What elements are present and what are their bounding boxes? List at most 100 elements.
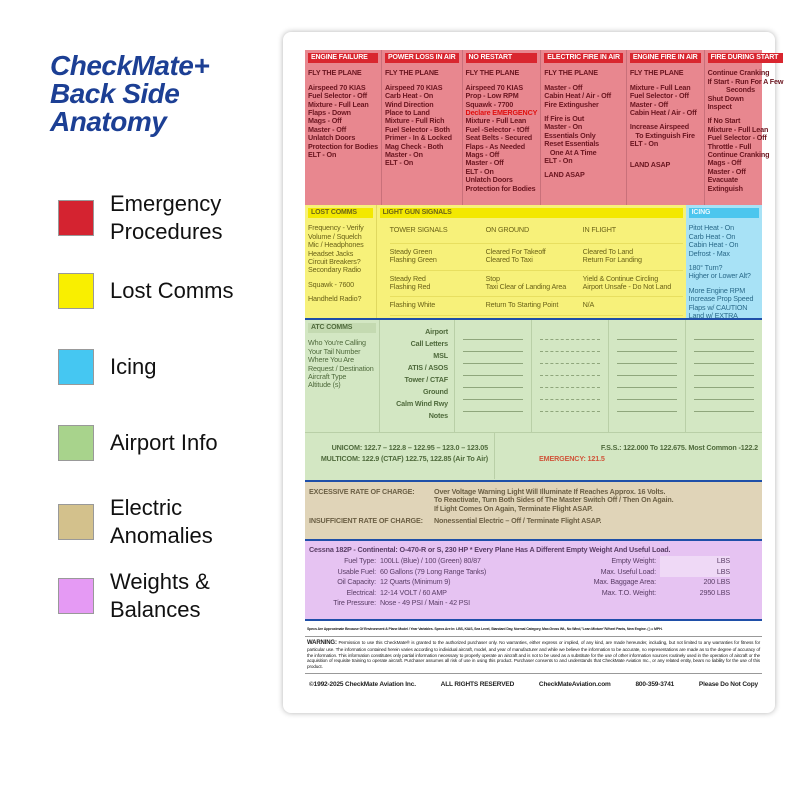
write-in-line	[694, 328, 754, 340]
write-in-line	[540, 328, 600, 340]
spec-label: Electrical:	[346, 587, 376, 597]
checklist-line: Defrost - Max	[688, 248, 730, 258]
legend-swatch	[58, 273, 94, 309]
spec-row: Fuel Type: 100LL (Blue) / 100 (Green) 80/…	[305, 556, 555, 567]
field-label: Airport	[425, 327, 448, 336]
checklist-line: Unlatch Doors	[465, 175, 513, 185]
section-header: NO RESTART	[465, 53, 538, 64]
section-header: LIGHT GUN SIGNALS	[379, 208, 683, 219]
checklist-line: Master - Off	[707, 166, 746, 176]
spec-value: 200 LBS	[703, 577, 730, 587]
checklist-line: FLY THE PLANE	[465, 68, 520, 78]
table-cell: Cleared To Land Return For Landing	[582, 244, 683, 271]
spec-row: Empty Weight: LBS	[555, 556, 730, 567]
write-in-line	[617, 328, 677, 340]
checklist-line: Master - On	[384, 150, 423, 160]
write-in-line	[540, 340, 600, 352]
spec-value: 60 Gallons (79 Long Range Tanks)	[380, 566, 487, 576]
write-in-line	[617, 352, 677, 364]
checklist-line: Mixture - Full Lean	[629, 82, 691, 92]
section-header: ELECTRIC FIRE IN AIR	[544, 53, 623, 64]
checklist-line: Airspeed 70 KIAS	[465, 82, 524, 92]
write-in-line	[463, 340, 523, 352]
write-in-line	[463, 376, 523, 388]
section-header: POWER LOSS IN AIR	[384, 53, 459, 64]
checklist-line: Evacuate	[707, 175, 739, 185]
fss-value: 122.000 To 122.675. Most Common -122.2	[623, 443, 758, 452]
atc-line: Who You're Calling	[308, 338, 366, 348]
footer-item: Please Do Not Copy	[698, 680, 758, 688]
emergency-procedures-section: ENGINE FAILURE FLY THE PLANE Airspeed 70 K…	[305, 50, 783, 205]
spec-row: Usable Fuel: 60 Gallons (79 Long Range Ta…	[305, 567, 555, 578]
spec-row: Max. T.O. Weight: 2950 LBS	[555, 588, 730, 599]
checklist-line: ELT - On	[384, 158, 414, 168]
spec-label: Max. Baggage Area:	[593, 577, 657, 587]
lost-comms-column: LOST COMMS Frequency - Verify Volume / Squ…	[305, 205, 377, 318]
checklist-line: Fuel Selector - Off	[629, 91, 689, 101]
checklist-line: ELT - On	[308, 150, 337, 160]
field-label: MSL	[433, 351, 448, 360]
electric-row: INSUFFICIENT RATE OF CHARGE: Nonessential…	[305, 513, 762, 525]
write-in-line	[540, 400, 600, 412]
checklist-line: Prop - Low RPM	[465, 91, 519, 101]
legend-label: Emergency Procedures	[110, 191, 223, 244]
write-in-line	[463, 388, 523, 400]
legend-label: Weights & Balances	[110, 569, 210, 622]
write-in-line	[540, 376, 600, 388]
write-in-line	[463, 364, 523, 376]
spec-label: Oil Capacity:	[337, 577, 376, 587]
unicom-value: 122.7 – 122.8 – 122.95 – 123.0 – 123.05	[363, 443, 488, 452]
checklist-line: Reset Essentials	[544, 139, 600, 149]
checklist-line: One At A Time	[544, 147, 597, 157]
checklist-line: 180° Turn?	[688, 263, 723, 273]
checklist-line: More Engine RPM	[688, 285, 746, 295]
atc-line: Aircraft Type	[308, 372, 347, 382]
column-header: TOWER SIGNALS	[389, 224, 486, 244]
checklist-line: Frequency - Verify	[308, 223, 364, 233]
atc-comms: ATC COMMS Who You're Calling Your Tail Num…	[305, 320, 380, 432]
weights-balances-section: Cessna 182P - Continental: O-470-R or S,…	[305, 541, 762, 621]
emergency-column: ENGINE FAILURE FLY THE PLANE Airspeed 70 K…	[305, 50, 382, 205]
electric-label: INSUFFICIENT RATE OF CHARGE:	[309, 516, 423, 526]
legend-item: Electric Anomalies	[58, 494, 213, 550]
checklist-line: Cabin Heat - On	[688, 240, 739, 250]
table-cell: Yield & Continue Circling Airport Unsafe…	[582, 271, 683, 298]
write-in-line	[617, 364, 677, 376]
frequencies: UNICOM: 122.7 – 122.8 – 122.95 – 123.0 –…	[305, 433, 762, 479]
checklist-line: Flaps - Down	[308, 108, 351, 118]
emergency-value: 121.5	[587, 454, 605, 463]
spec-label: Usable Fuel:	[337, 566, 376, 576]
spec-label: Fuel Type:	[344, 556, 376, 566]
light-gun-table: TOWER SIGNALS ON GROUND IN FLIGHT Steady Gr…	[380, 224, 683, 335]
atc-line: Altitude (s)	[308, 380, 341, 390]
emergency-label: EMERGENCY:	[539, 454, 586, 463]
checklist-line: Master - Off	[544, 82, 583, 92]
legend-item: Weights & Balances	[58, 568, 210, 624]
checklist-line: Master - On	[544, 122, 583, 132]
spec-value: Nose - 49 PSI / Main - 42 PSI	[380, 598, 470, 608]
lost-comms-section: LOST COMMS Frequency - Verify Volume / Squ…	[305, 205, 762, 335]
legend-item: Icing	[58, 349, 156, 385]
checklist-line: Seat Belts - Secured	[465, 133, 533, 143]
checklist-line: Mag Check - Both	[384, 141, 444, 151]
footer-bar: ©1992-2025 CheckMate Aviation Inc. ALL RI…	[305, 674, 762, 696]
checklist-line: Higher or Lower Alt?	[688, 271, 751, 281]
table-cell: Stop Taxi Clear of Landing Area	[485, 271, 583, 298]
airport-entry-column	[455, 320, 532, 432]
legend-item: Lost Comms	[58, 273, 233, 309]
checklist-line: Throttle - Full	[707, 141, 752, 151]
atc-line: Request / Destination	[308, 363, 374, 373]
checklist-line: LAND ASAP	[544, 170, 585, 180]
checklist-line: Fuel Selector - Off	[308, 91, 368, 101]
fss-label: F.S.S.:	[600, 443, 622, 452]
field-label: ATIS / ASOS	[407, 363, 448, 372]
write-in-line	[694, 376, 754, 388]
field-label: Ground	[422, 387, 448, 396]
legend-swatch	[58, 200, 94, 236]
multicom-row: MULTICOM: 122.9 (CTAF) 122.75, 122.85 (A…	[311, 453, 488, 464]
table-cell: Return To Starting Point	[485, 297, 583, 316]
checklist-line: Mags - Off	[465, 150, 500, 160]
spec-value: 12-14 VOLT / 60 AMP	[380, 587, 447, 597]
emergency-column: NO RESTART FLY THE PLANE Airspeed 70 KIAS P…	[463, 50, 542, 205]
table-cell: N/A	[582, 297, 683, 316]
